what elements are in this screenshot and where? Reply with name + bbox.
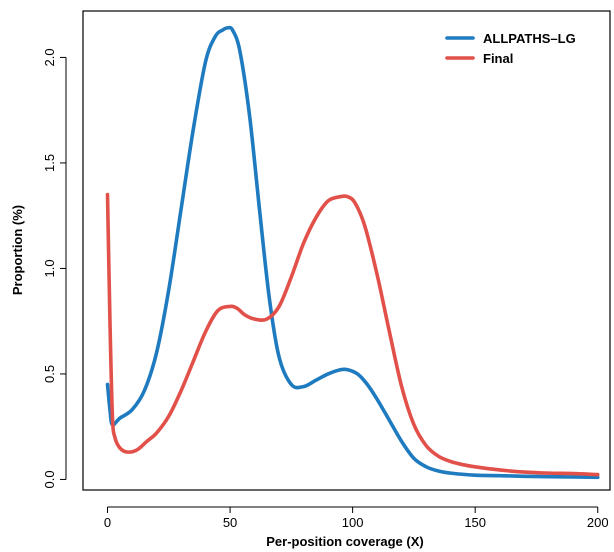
legend-label-allpaths-lg: ALLPATHS–LG (483, 31, 576, 46)
series-line-final (105, 192, 600, 477)
x-tick-label: 150 (464, 515, 486, 530)
x-tick-label: 0 (104, 515, 111, 530)
legend: ALLPATHS–LG Final (445, 31, 576, 66)
x-tick-label: 50 (223, 515, 237, 530)
x-axis-title: Per-position coverage (X) (266, 534, 423, 549)
x-tick-label: 200 (587, 515, 609, 530)
plot-frame (82, 10, 611, 491)
series-layer (105, 25, 600, 480)
x-axis: 0 50 100 150 200 (104, 506, 609, 530)
y-tick-label: 0.5 (42, 365, 57, 383)
y-axis-title: Proportion (%) (10, 205, 25, 295)
y-tick-label: 1.5 (42, 154, 57, 172)
series-line-allpaths-lg (105, 25, 600, 480)
legend-label-final: Final (483, 51, 513, 66)
y-tick-label: 0.0 (42, 470, 57, 488)
y-tick-label: 1.0 (42, 259, 57, 277)
y-tick-label: 2.0 (42, 48, 57, 66)
x-tick-label: 100 (342, 515, 364, 530)
y-axis: 0.0 0.5 1.0 1.5 2.0 (42, 48, 67, 488)
